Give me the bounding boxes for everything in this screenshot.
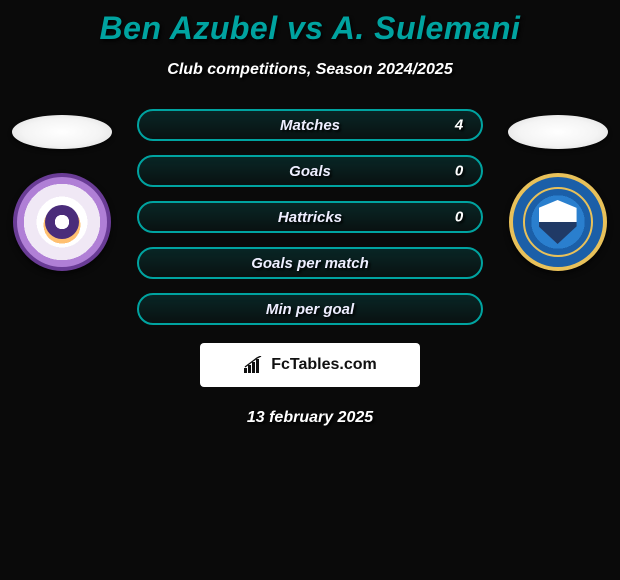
left-player-avatar bbox=[12, 115, 112, 149]
right-club-logo bbox=[509, 173, 607, 271]
stat-label: Hattricks bbox=[278, 209, 342, 226]
stat-row-hattricks: Hattricks 0 bbox=[137, 201, 483, 233]
subtitle: Club competitions, Season 2024/2025 bbox=[0, 61, 620, 79]
stat-row-goals: Goals 0 bbox=[137, 155, 483, 187]
stat-value: 0 bbox=[455, 209, 463, 226]
comparison-date: 13 february 2025 bbox=[0, 409, 620, 427]
stat-value: 4 bbox=[455, 117, 463, 134]
right-player-col bbox=[503, 109, 612, 271]
comparison-row: Matches 4 Goals 0 Hattricks 0 Goals per … bbox=[0, 109, 620, 325]
bar-chart-icon bbox=[243, 356, 265, 374]
stat-row-min-per-goal: Min per goal bbox=[137, 293, 483, 325]
brand-attribution[interactable]: FcTables.com bbox=[200, 343, 420, 387]
left-player-col bbox=[8, 109, 117, 271]
right-player-avatar bbox=[508, 115, 608, 149]
stat-label: Goals bbox=[289, 163, 331, 180]
stat-value: 0 bbox=[455, 163, 463, 180]
page-title: Ben Azubel vs A. Sulemani bbox=[0, 0, 620, 47]
stat-row-matches: Matches 4 bbox=[137, 109, 483, 141]
stat-label: Goals per match bbox=[251, 255, 369, 272]
stat-row-goals-per-match: Goals per match bbox=[137, 247, 483, 279]
brand-text: FcTables.com bbox=[271, 356, 377, 374]
stats-column: Matches 4 Goals 0 Hattricks 0 Goals per … bbox=[137, 109, 483, 325]
stat-label: Min per goal bbox=[266, 301, 354, 318]
left-club-logo bbox=[13, 173, 111, 271]
stat-label: Matches bbox=[280, 117, 340, 134]
